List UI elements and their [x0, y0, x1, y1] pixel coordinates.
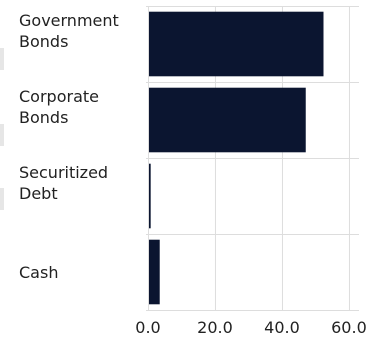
category-labels: Government Bonds Corporate Bonds Securitized…: [19, 11, 119, 282]
bar: [149, 87, 306, 153]
edge-mark: [0, 124, 4, 146]
category-label: Government Bonds: [19, 11, 119, 51]
edge-mark: [0, 188, 4, 210]
x-tick-label: 20.0: [197, 318, 233, 337]
x-tick-label: 0.0: [135, 318, 160, 337]
x-tick-label: 40.0: [264, 318, 300, 337]
category-separators: [146, 6, 359, 311]
bar: [149, 11, 324, 77]
bar: [149, 163, 151, 229]
bar: [149, 239, 160, 305]
x-tick-label: 60.0: [331, 318, 367, 337]
x-axis-ticks: 0.0 20.0 40.0 60.0: [135, 318, 366, 337]
category-label: Cash: [19, 263, 58, 282]
category-label: Securitized Debt: [19, 163, 108, 203]
category-label: Corporate Bonds: [19, 87, 99, 127]
bars: [149, 11, 324, 305]
edge-mark: [0, 48, 4, 70]
